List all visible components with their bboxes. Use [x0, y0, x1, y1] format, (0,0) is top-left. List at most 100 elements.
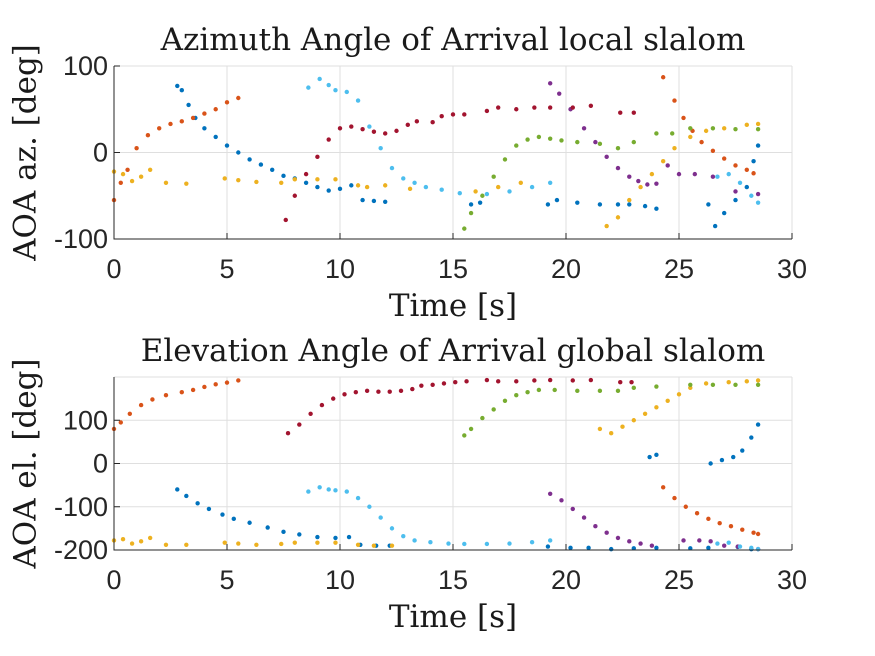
azimuth-series-5-point-8	[389, 165, 395, 171]
elevation-series-0-point-30	[731, 454, 736, 460]
azimuth-series-0-point-30	[654, 206, 659, 211]
azimuth-series-5-point-6	[367, 124, 372, 129]
elevation-series-6-point-0	[285, 431, 291, 436]
azimuth-series-2-point-27	[672, 145, 677, 151]
azimuth-series-0-point-8	[247, 157, 252, 162]
azimuth-series-6-point-20	[532, 105, 537, 110]
azimuth-series-6-point-14	[439, 113, 444, 119]
azimuth-series-3-point-14	[710, 174, 716, 179]
azimuth-series-6-point-4	[326, 137, 331, 142]
azimuth-series-0-point-20	[383, 199, 388, 205]
elevation-series-0-point-21	[654, 545, 659, 551]
azimuth-series-2-point-15	[364, 184, 370, 190]
elevation-series-4-point-0	[462, 433, 467, 438]
elevation-series-2-point-26	[703, 381, 709, 386]
elevation-series-6-point-15	[453, 379, 458, 385]
elevation-series-2-point-8	[236, 541, 241, 546]
elevation-series-6-point-23	[588, 377, 594, 383]
elevation-series-6-point-9	[387, 389, 392, 394]
azimuth-series-6-point-12	[414, 119, 420, 124]
elevation-series-6-point-6	[353, 389, 359, 395]
elevation-series-1-point-13	[672, 495, 677, 501]
elevation-series-0-point-1	[184, 493, 189, 499]
azimuth-series-2-point-8	[236, 177, 241, 183]
azimuth-series-3-point-13	[692, 171, 698, 177]
elevation-series-6-point-22	[570, 378, 575, 383]
azimuth-series-1-point-14	[672, 98, 677, 103]
azimuth-series-0-point-32	[712, 223, 718, 229]
azimuth-series-1-point-20	[733, 163, 738, 168]
elevation-series-1-point-5	[163, 392, 169, 398]
elevation-series-6-point-17	[484, 377, 490, 383]
elevation-ytick-label-2: 0	[93, 449, 108, 479]
azimuth-series-6-point-7	[360, 126, 365, 132]
elevation-series-4-point-14	[688, 382, 693, 387]
azimuth-series-5-point-19	[726, 171, 731, 177]
azimuth-series-2-point-6	[184, 181, 189, 186]
azimuth-series-2-point-9	[254, 179, 259, 185]
azimuth-series-2-point-13	[333, 177, 338, 182]
elevation-series-2-point-2	[129, 541, 135, 546]
azimuth-series-4-point-14	[654, 131, 659, 136]
azimuth-x-axis-label: Time [s]	[389, 288, 517, 324]
azimuth-series-6-point-8	[371, 129, 377, 134]
azimuth-series-1-point-21	[744, 167, 749, 172]
azimuth-series-1-point-7	[179, 119, 184, 124]
azimuth-series-4-point-6	[525, 137, 530, 142]
elevation-series-5-point-9	[401, 533, 406, 539]
elevation-series-0-point-10	[315, 534, 320, 540]
azimuth-series-6-point-5	[337, 126, 343, 131]
azimuth-xtick-label-3: 15	[438, 254, 468, 284]
elevation-series-0-point-19	[609, 546, 614, 552]
elevation-series-0-point-18	[586, 545, 591, 551]
elevation-series-5-point-17	[547, 538, 553, 543]
elevation-series-5-point-12	[446, 541, 451, 546]
azimuth-xtick-label-0: 0	[106, 254, 121, 284]
elevation-axes: 0 5 10 15 20 25 30 -200 -100 0 100 Elevation Angle …	[8, 333, 808, 635]
elevation-series-3-point-11	[697, 538, 702, 543]
elevation-series-6-point-13	[430, 382, 435, 387]
elevation-series-1-point-3	[138, 402, 144, 408]
azimuth-series-6-point-17	[484, 108, 490, 114]
azimuth-series-0-point-9	[258, 162, 264, 167]
elevation-series-1-point-2	[127, 411, 133, 416]
azimuth-series-6-point-1	[292, 193, 297, 198]
azimuth-series-4-point-18	[733, 126, 738, 132]
azimuth-series-4-point-3	[491, 174, 496, 179]
azimuth-series-1-point-9	[202, 111, 207, 116]
elevation-series-4-point-12	[631, 385, 636, 391]
azimuth-series-1-point-12	[236, 95, 241, 101]
azimuth-series-0-point-1	[179, 88, 184, 93]
azimuth-series-5-point-10	[412, 180, 417, 185]
azimuth-series-6-point-25	[631, 110, 636, 115]
azimuth-series-2-point-24	[638, 184, 643, 190]
azimuth-series-0-point-31	[706, 202, 711, 207]
elevation-series-2-point-16	[389, 543, 395, 548]
elevation-series-4-point-11	[615, 388, 621, 394]
elevation-series-0-point-28	[708, 461, 713, 466]
azimuth-series-5-point-16	[529, 184, 535, 190]
elevation-series-2-point-22	[654, 405, 659, 410]
elevation-series-6-point-25	[629, 379, 634, 385]
azimuth-series-3-point-10	[654, 181, 659, 186]
azimuth-series-2-point-19	[496, 184, 501, 190]
azimuth-series-6-point-16	[462, 112, 467, 117]
elevation-series-1-point-10	[224, 380, 230, 385]
azimuth-series-6-point-2	[303, 171, 309, 177]
azimuth-series-0-point-33	[722, 210, 727, 216]
elevation-series-0-point-17	[568, 545, 573, 551]
elevation-series-5-point-5	[355, 495, 361, 501]
elevation-series-2-point-15	[371, 543, 377, 548]
azimuth-series-5-point-1	[317, 76, 322, 82]
elevation-xtick-label-5: 25	[664, 565, 694, 595]
azimuth-series-0-point-14	[315, 184, 320, 190]
azimuth-series-1-point-13	[660, 75, 666, 80]
elevation-series-3-point-10	[681, 538, 686, 543]
elevation-series-6-point-7	[364, 388, 370, 394]
elevation-series-4-point-3	[491, 407, 496, 412]
azimuth-series-0-point-26	[597, 202, 603, 207]
elevation-series-2-point-14	[355, 542, 361, 548]
azimuth-series-4-point-17	[710, 126, 716, 131]
azimuth-series-6-point-3	[315, 154, 320, 160]
